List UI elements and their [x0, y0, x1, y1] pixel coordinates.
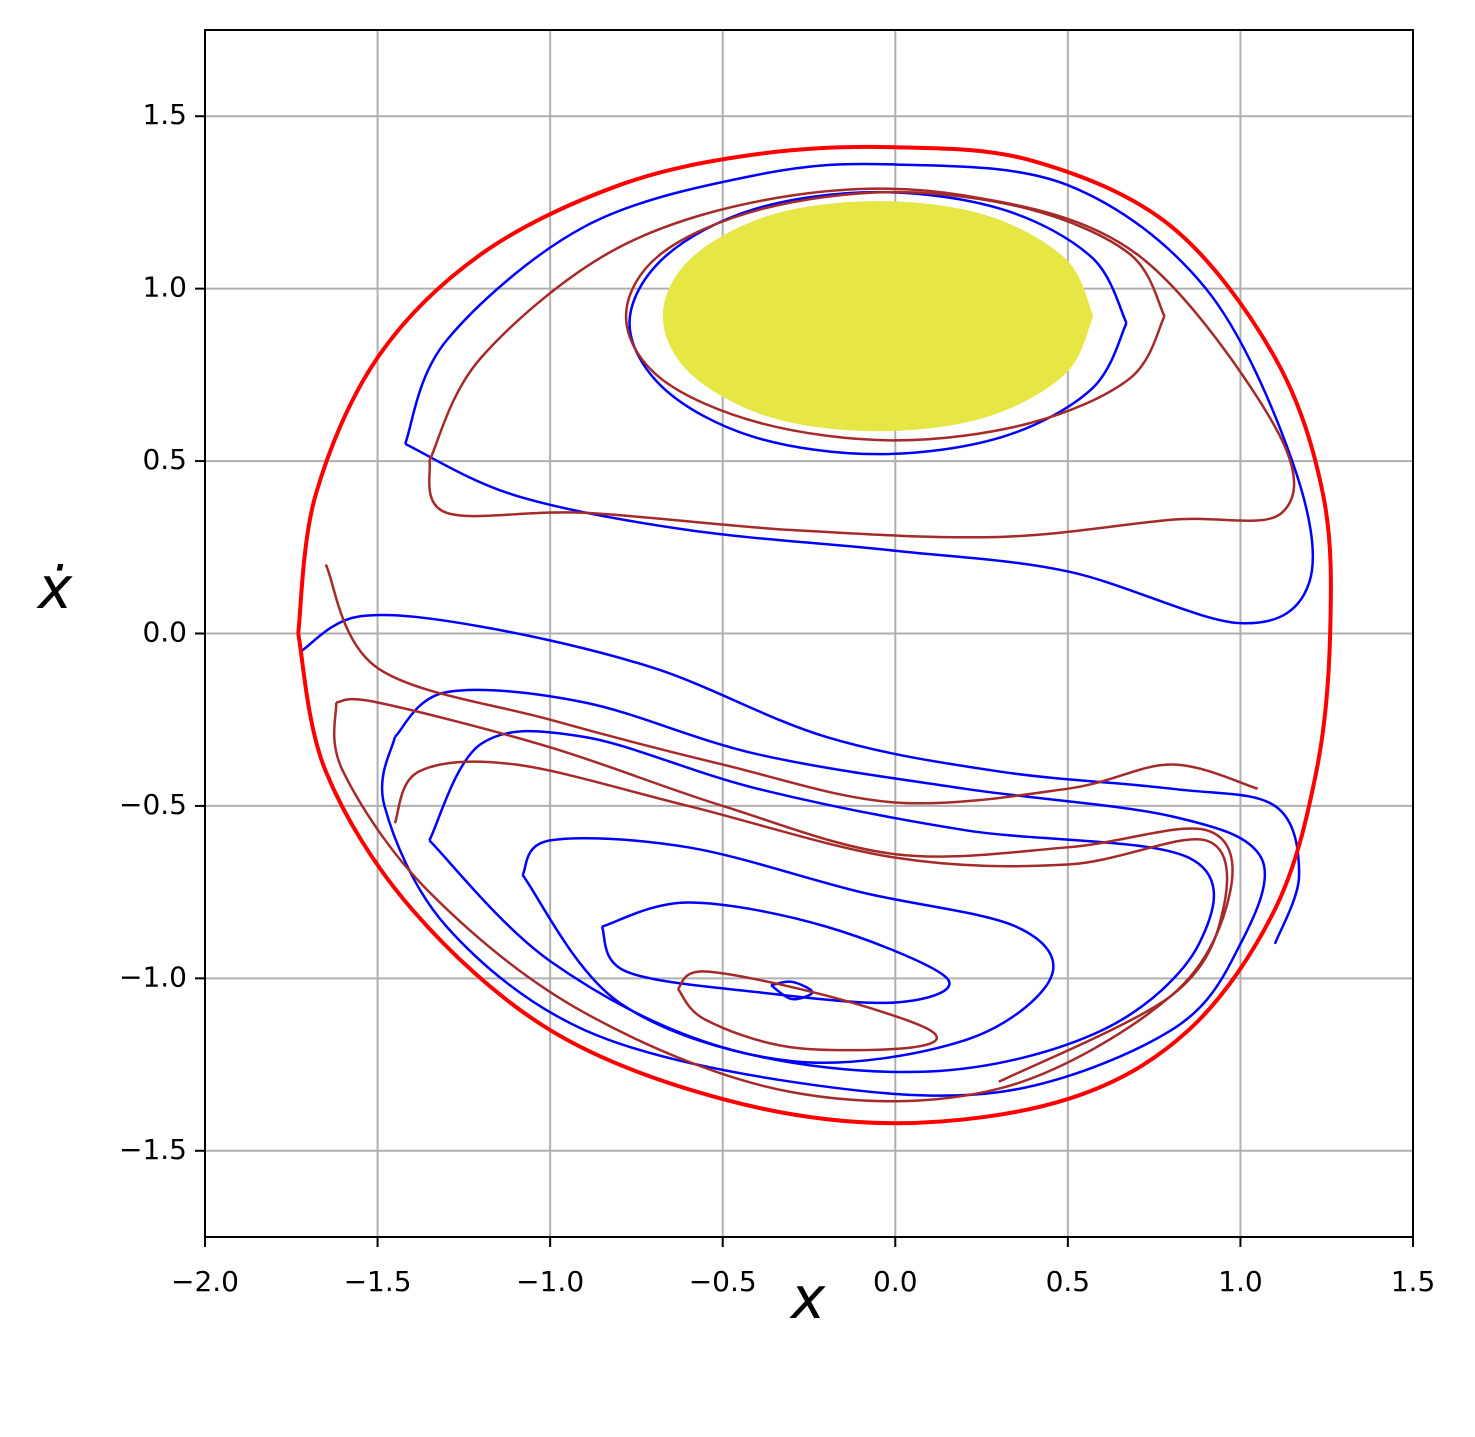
y-tick-label: 0.0 — [142, 616, 187, 649]
x-tick-label: 1.5 — [1391, 1265, 1436, 1298]
trajectory — [676, 970, 938, 1052]
trajectory — [628, 190, 1128, 456]
x-tick-label: −1.5 — [344, 1265, 412, 1298]
y-tick-label: −0.5 — [119, 788, 187, 821]
trajectory — [600, 901, 951, 1005]
x-tick-label: 0.5 — [1046, 1265, 1091, 1298]
y-axis-label: ẋ — [36, 554, 73, 622]
trajectory — [380, 688, 1267, 1097]
filled-region — [662, 201, 1094, 432]
x-tick-label: 1.0 — [1218, 1265, 1263, 1298]
trajectory — [521, 836, 1055, 1064]
y-tick-label: −1.0 — [119, 960, 187, 993]
trajectory — [296, 144, 1333, 1126]
y-tick-label: 1.5 — [142, 98, 187, 131]
y-tick-label: 0.5 — [142, 443, 187, 476]
trajectory — [324, 563, 1259, 805]
y-tick-label: −1.5 — [119, 1133, 187, 1166]
trajectory — [393, 760, 1229, 1083]
y-tick-label: 1.0 — [142, 271, 187, 304]
trajectory — [404, 162, 1315, 625]
x-tick-label: −2.0 — [171, 1265, 239, 1298]
x-tick-label: −0.5 — [689, 1265, 757, 1298]
plot-frame — [204, 29, 1414, 1238]
x-tick-label: 0.0 — [873, 1265, 918, 1298]
trajectory — [300, 613, 1301, 945]
x-tick-label: −1.0 — [516, 1265, 584, 1298]
x-axis-label: x — [789, 1264, 826, 1332]
trajectory — [427, 187, 1296, 539]
trajectory — [332, 697, 1234, 1103]
